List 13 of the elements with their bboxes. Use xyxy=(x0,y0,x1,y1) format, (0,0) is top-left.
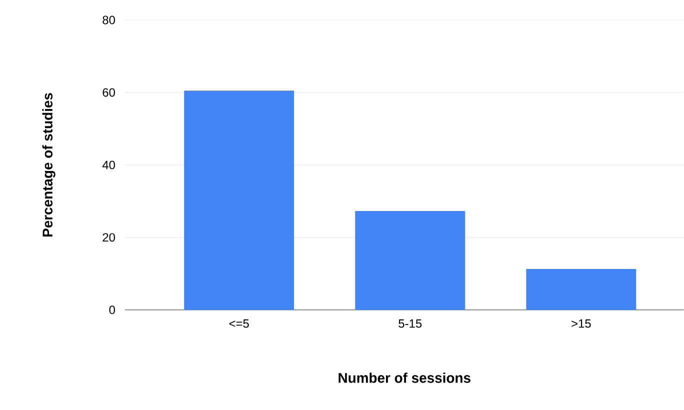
y-tick-label: 20 xyxy=(102,233,115,242)
y-tick-label: 0 xyxy=(109,306,115,314)
y-tick-label: 80 xyxy=(102,16,115,24)
x-tick-label: 5-15 xyxy=(398,319,422,328)
y-tick-label: 40 xyxy=(102,160,115,170)
bar xyxy=(184,90,294,310)
x-tick-label: <=5 xyxy=(229,319,249,328)
y-axis-title: Percentage of studies xyxy=(42,93,56,237)
bar xyxy=(355,211,466,310)
x-tick-label: >15 xyxy=(572,319,591,328)
x-axis-title: Number of sessions xyxy=(338,372,470,383)
y-tick-label: 60 xyxy=(102,88,115,97)
bar xyxy=(526,269,636,310)
